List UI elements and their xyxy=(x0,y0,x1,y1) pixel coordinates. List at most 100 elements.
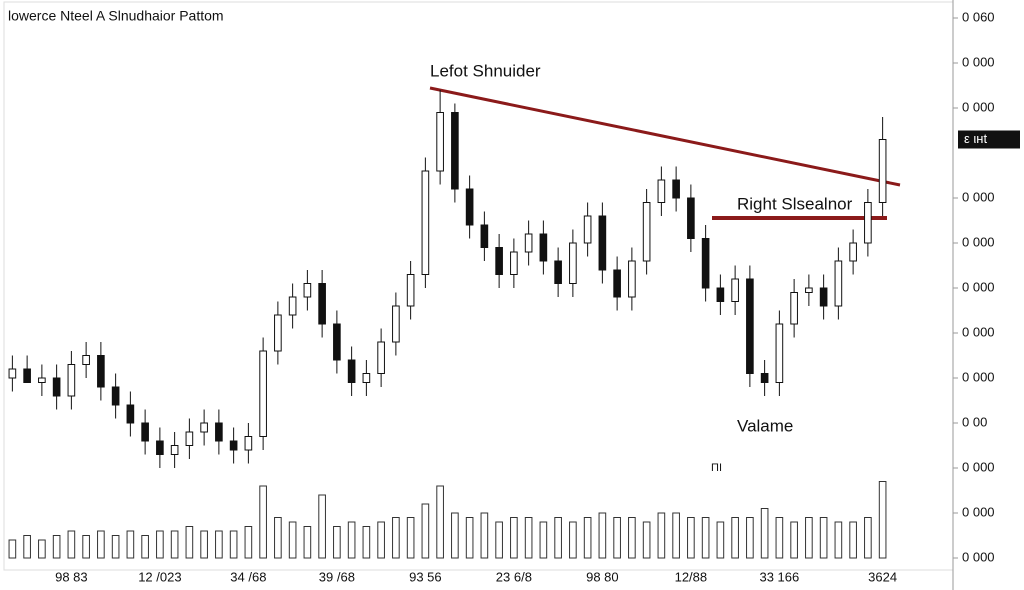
candle-body xyxy=(318,283,326,325)
candle-body xyxy=(259,350,267,437)
volume-bar xyxy=(215,530,223,559)
x-tick-label: 39 /68 xyxy=(319,569,355,584)
y-tick-label: 0 000 xyxy=(962,189,995,204)
candle-body xyxy=(864,202,872,244)
candle-body xyxy=(554,260,562,284)
y-tick-label: 0 000 xyxy=(962,369,995,384)
volume-bar xyxy=(613,517,621,559)
volume-bar xyxy=(510,517,518,559)
candle-body xyxy=(82,355,90,365)
candle-body xyxy=(141,422,149,442)
volume-bar xyxy=(731,517,739,559)
candle-body xyxy=(598,215,607,271)
candle-body xyxy=(701,238,710,289)
candle-body xyxy=(672,179,680,199)
annotation: Right Slsealnor xyxy=(737,194,853,213)
volume-bar xyxy=(406,517,415,559)
volume-bar xyxy=(229,530,238,559)
candle-body xyxy=(126,404,135,424)
candle-body xyxy=(849,242,857,262)
candle-body xyxy=(746,278,754,374)
volume-bar xyxy=(82,535,90,559)
x-tick-label: 33 166 xyxy=(759,569,799,584)
candle-body xyxy=(23,368,31,383)
y-tick-label: 0 060 xyxy=(962,9,995,24)
volume-bar xyxy=(554,517,562,559)
volume-bar xyxy=(156,530,164,559)
candle-body xyxy=(642,202,651,262)
x-tick-label: 34 /68 xyxy=(230,569,266,584)
x-tick-label: 98 83 xyxy=(55,569,88,584)
volume-bar xyxy=(333,526,341,559)
volume-bar xyxy=(569,521,577,559)
candle-body xyxy=(436,112,444,172)
volume-bar xyxy=(598,512,607,559)
y-tick-label: 0 000 xyxy=(962,504,995,519)
candle-body xyxy=(539,233,548,262)
candle-body xyxy=(569,242,577,284)
candle-body xyxy=(156,440,164,455)
candle-body xyxy=(185,431,194,446)
last-price-box xyxy=(958,130,1020,149)
candle-body xyxy=(687,197,695,239)
candle-body xyxy=(805,287,813,293)
candle-body xyxy=(878,139,887,203)
y-tick-label: 0 00 xyxy=(962,414,987,429)
annotation: ΠΙ xyxy=(711,462,722,474)
volume-bar xyxy=(436,485,444,559)
x-tick-label: 23 6/8 xyxy=(496,569,532,584)
volume-bar xyxy=(864,517,872,559)
volume-bar xyxy=(141,535,149,559)
volume-bar xyxy=(97,530,105,559)
x-tick-label: 3624 xyxy=(868,569,897,584)
candle-body xyxy=(628,260,636,298)
candle-body xyxy=(170,445,179,455)
x-tick-label: 12/88 xyxy=(675,569,708,584)
candle-body xyxy=(421,170,430,275)
volume-bar xyxy=(628,517,636,559)
candle-body xyxy=(392,305,400,343)
volume-bar xyxy=(746,517,754,559)
volume-bar xyxy=(170,530,179,559)
candle-body xyxy=(657,179,666,203)
candle-body xyxy=(524,233,533,253)
candle-body xyxy=(613,269,621,298)
candle-body xyxy=(583,215,592,244)
candle-body xyxy=(111,386,120,406)
volume-bar xyxy=(465,517,474,559)
volume-bar xyxy=(819,517,828,559)
candle-body xyxy=(406,274,415,307)
x-tick-label: 98 80 xyxy=(586,569,619,584)
volume-bar xyxy=(716,521,725,559)
candle-body xyxy=(819,287,828,307)
volume-bar xyxy=(67,530,76,559)
candle-body xyxy=(97,355,105,388)
candle-body xyxy=(303,283,312,298)
volume-bar xyxy=(318,494,326,559)
volume-bar xyxy=(200,530,208,559)
volume-bar xyxy=(38,539,46,559)
volume-bar xyxy=(539,521,548,559)
candle-body xyxy=(288,296,297,316)
candle-body xyxy=(451,112,459,190)
candle-body xyxy=(215,422,223,442)
candle-body xyxy=(480,224,489,248)
candle-body xyxy=(834,260,843,307)
candle-body xyxy=(38,377,46,383)
volume-bar xyxy=(259,485,267,559)
x-tick-label: 93 56 xyxy=(409,569,442,584)
volume-bar xyxy=(347,521,356,559)
volume-bar xyxy=(185,526,194,559)
candle-body xyxy=(229,440,238,451)
volume-bar xyxy=(288,521,297,559)
candle-body xyxy=(362,373,371,383)
candle-body xyxy=(731,278,739,302)
chart-title: lowerce Nteel A Slnudhaior Pattom xyxy=(8,8,224,24)
candle-body xyxy=(244,436,253,451)
volume-bar xyxy=(672,512,680,559)
volume-bar xyxy=(274,517,282,559)
candle-body xyxy=(274,314,282,352)
volume-bar xyxy=(421,503,430,559)
candle-body xyxy=(8,368,17,379)
volume-bar xyxy=(878,481,887,559)
